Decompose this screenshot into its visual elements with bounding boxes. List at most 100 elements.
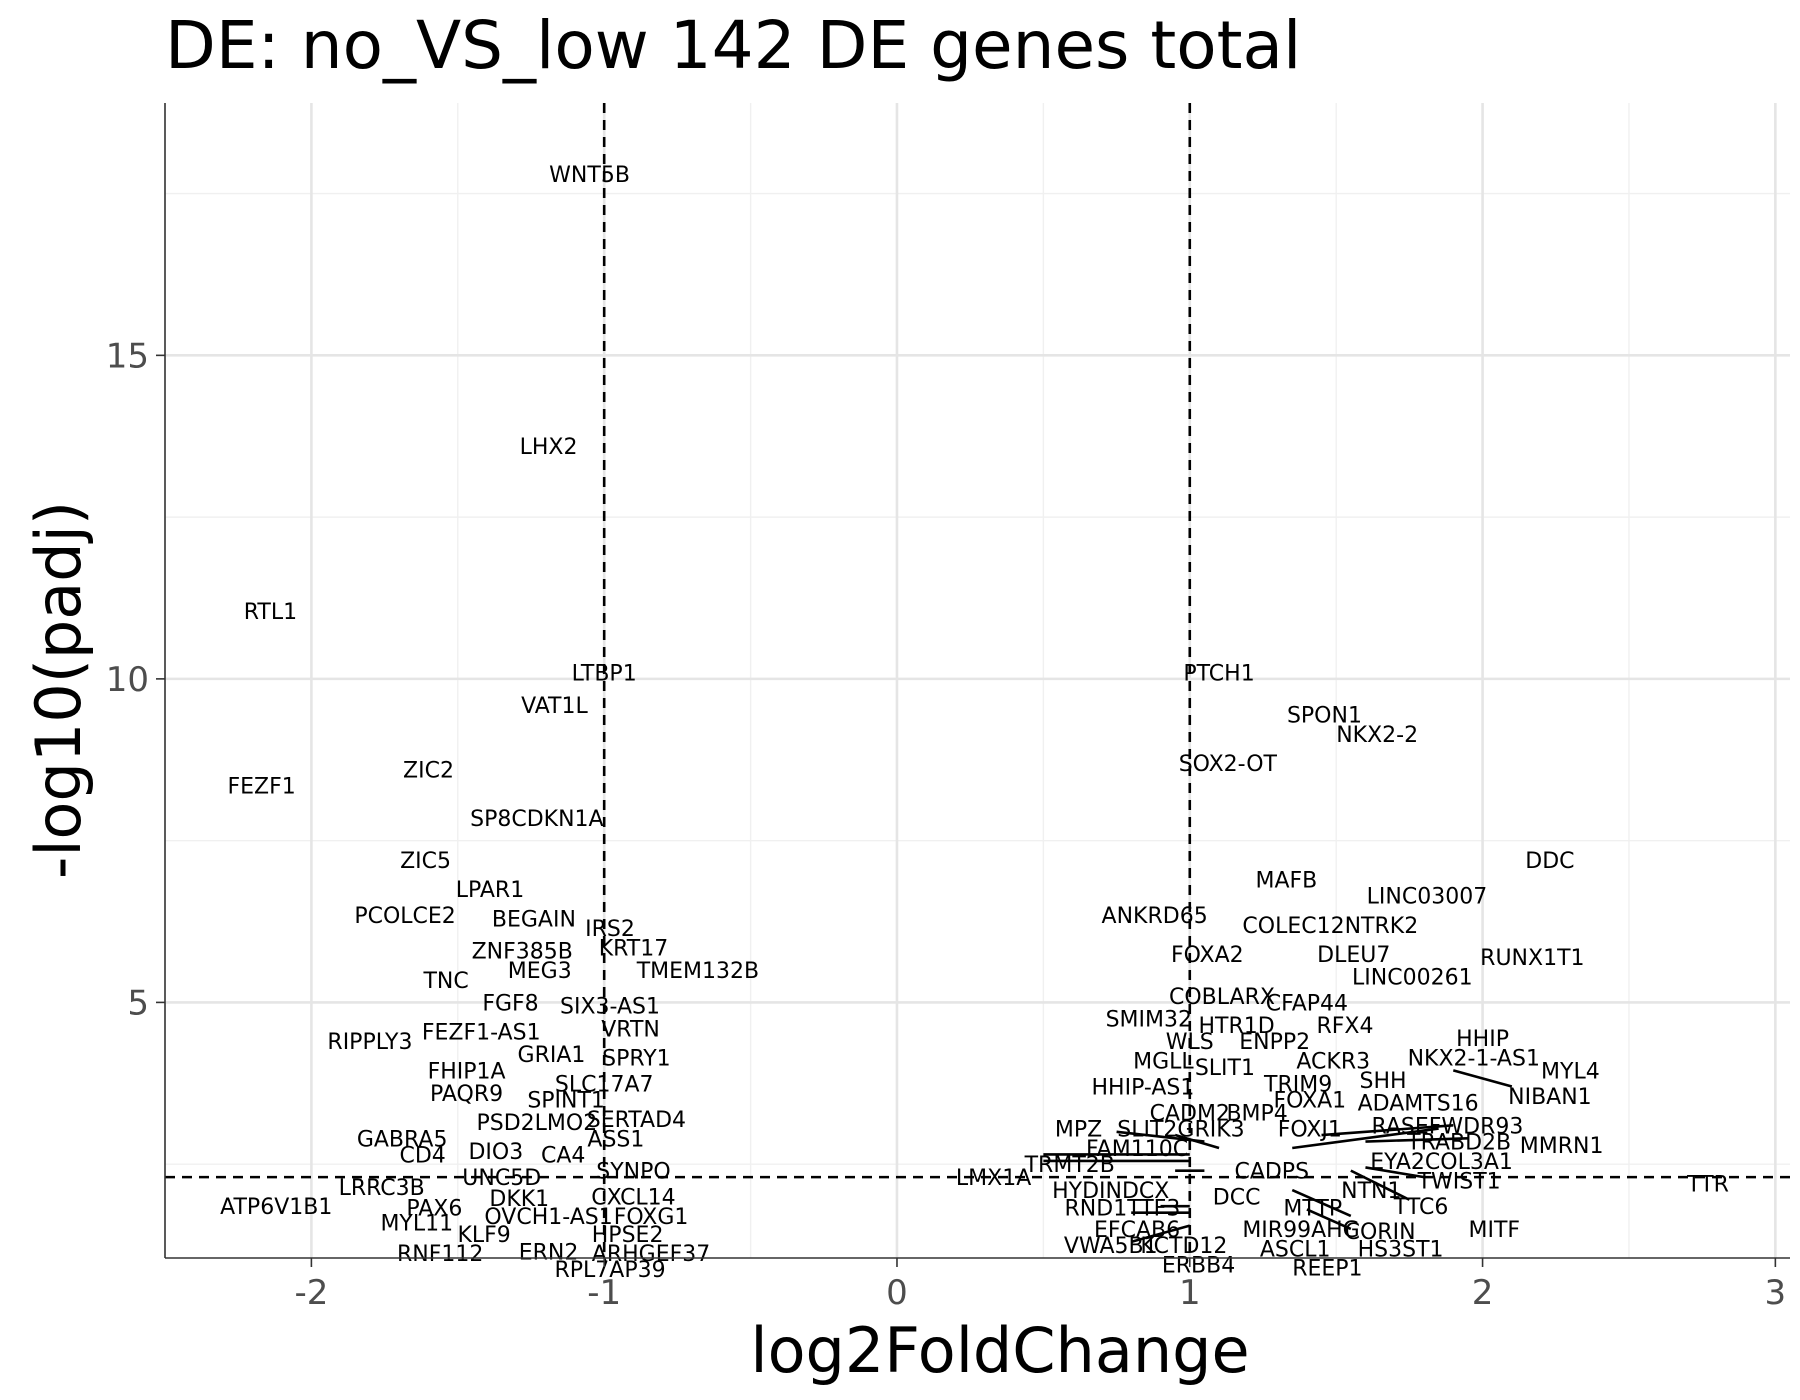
gene-label: ASS1 [587, 1127, 644, 1152]
gene-label: MGLL [1133, 1050, 1194, 1075]
gene-label: FEZF1 [227, 775, 295, 800]
gene-label: TMEM132B [636, 959, 759, 984]
gene-label: IRS2 [585, 917, 635, 942]
axes: -2 -1 0 1 2 3 5 10 15 [106, 103, 1790, 1313]
gene-label: MMRN1 [1520, 1134, 1604, 1159]
gene-label: RASEFWDR93 [1371, 1114, 1523, 1139]
gene-label: CADPS [1234, 1160, 1309, 1185]
gene-label: LRRC3B [339, 1176, 425, 1201]
gene-label: DKK1 [489, 1187, 549, 1212]
gene-label: WLS [1166, 1030, 1214, 1055]
gene-label: CADM2 [1150, 1101, 1230, 1126]
label-segment [1291, 1188, 1352, 1218]
gene-labels: WNT5B LHX2 RTL1 LTBP1 VAT1L FEZF1 ZIC2 SP8CDKN1… [220, 163, 1729, 1283]
gene-label: SHH [1359, 1069, 1406, 1094]
label-segment [1130, 1224, 1191, 1244]
gene-label: HPSE2 [592, 1223, 664, 1248]
gene-label: SYNPO [596, 1160, 670, 1185]
gene-label: HHIP-AS1 [1092, 1076, 1195, 1101]
gene-label: SPON1 [1287, 703, 1362, 728]
gene-label: ZNF385B [472, 940, 573, 965]
gene-label: HYDINDCX [1052, 1179, 1169, 1204]
gene-label: CA4 [541, 1143, 585, 1168]
label-segment [1365, 1136, 1468, 1143]
gene-label: DIO3 [468, 1140, 523, 1165]
y-tick-label: 15 [106, 336, 149, 376]
gene-label: MAFB [1256, 868, 1318, 893]
gene-label: FEZF1-AS1 [422, 1021, 541, 1046]
gene-label: ACKR3 [1296, 1050, 1370, 1075]
gene-label: KCTD12 [1140, 1234, 1227, 1259]
gene-label: SPRY1 [602, 1046, 671, 1071]
gene-label: NKX2-2 [1336, 723, 1418, 748]
gene-label: GRIA1 [518, 1043, 586, 1068]
gene-label: LMX1A [956, 1166, 1031, 1191]
gene-label: TRIM9 [1263, 1072, 1332, 1097]
gene-label: ANKRD65 [1102, 904, 1208, 929]
gene-label: VWA5B1 [1064, 1234, 1158, 1259]
gene-label: EFCAB6 [1094, 1218, 1180, 1243]
gene-label: HTR1D [1199, 1014, 1275, 1039]
gene-label: KLF9 [457, 1223, 510, 1248]
gene-label: FOXA2 [1171, 943, 1244, 968]
label-segment [1292, 1127, 1439, 1150]
gene-label: TRMT2B [1024, 1153, 1115, 1178]
gene-label: BMP4 [1226, 1101, 1287, 1126]
gene-label: TRABD2B [1406, 1131, 1511, 1156]
gene-label: DCC [1213, 1186, 1261, 1211]
gene-label: RND1TTF3 [1065, 1197, 1181, 1222]
gene-label: SLC17A7 [555, 1072, 654, 1097]
gene-label: CD4 [400, 1143, 446, 1168]
gene-label: DDC [1525, 849, 1574, 874]
gene-label: OVCH1-AS1 [484, 1205, 612, 1230]
gene-label: LHX2 [520, 435, 578, 460]
y-tick-label: 5 [127, 983, 149, 1023]
gene-label: ARHGEF37 [592, 1242, 710, 1267]
gene-label: ATP6V1B1 [220, 1195, 332, 1220]
gene-label: SP8CDKN1A [470, 807, 603, 832]
gene-label: TWIST1 [1417, 1169, 1501, 1194]
y-axis-title: -log10(padj) [22, 501, 95, 879]
gene-label: RUNX1T1 [1480, 946, 1584, 971]
gene-label: NKX2-1-AS1 [1408, 1046, 1540, 1071]
x-tick-label: -2 [294, 1273, 328, 1313]
gene-label: REEP1 [1292, 1257, 1362, 1282]
gene-label: ADAMTS16 [1358, 1092, 1479, 1117]
gene-label: MTTP [1283, 1197, 1342, 1222]
label-segment [1321, 1124, 1454, 1137]
label-segments [1043, 1069, 1513, 1244]
gene-label: HHIP [1456, 1027, 1509, 1052]
gene-label: PSD2LMO2 [476, 1111, 597, 1136]
chart-title: DE: no_VS_low 142 DE genes total [165, 7, 1301, 84]
gene-label: TNC [422, 969, 468, 994]
label-segment [1306, 1208, 1352, 1231]
gene-label: WNT5B [549, 163, 630, 188]
x-tick-label: 3 [1765, 1273, 1787, 1313]
gene-label: SIX3-AS1 [560, 995, 660, 1020]
gene-label: FAM110C [1086, 1137, 1188, 1162]
gene-label: UNC5D [462, 1166, 541, 1191]
gene-label: FGF8 [482, 991, 538, 1016]
gene-label: RFX4 [1316, 1014, 1373, 1039]
label-segment [1350, 1169, 1410, 1201]
gene-label: ZIC2 [403, 758, 454, 783]
gene-label: FOXG1 [614, 1205, 689, 1230]
gene-label: FHIP1A [428, 1059, 506, 1084]
gene-label: EYA2COL3A1 [1370, 1150, 1513, 1175]
gene-label: LPAR1 [456, 878, 524, 903]
gene-label: VRTN [601, 1017, 660, 1042]
gene-label: CXCL14 [591, 1186, 675, 1211]
gene-label: TTC6 [1393, 1195, 1449, 1220]
gene-label: PCOLCE2 [354, 904, 455, 929]
gene-label: SOX2-OT [1179, 752, 1278, 777]
gene-label: ZIC5 [400, 849, 451, 874]
y-tick-label: 10 [106, 660, 149, 700]
threshold-layer [165, 103, 1790, 1258]
gene-label: CFAP44 [1266, 991, 1348, 1016]
gene-label: RPL7AP39 [554, 1258, 665, 1283]
gene-label: LINC00261 [1352, 966, 1473, 991]
gene-label: MIR99AHG [1242, 1218, 1359, 1243]
gene-label: TTR [1686, 1173, 1729, 1198]
